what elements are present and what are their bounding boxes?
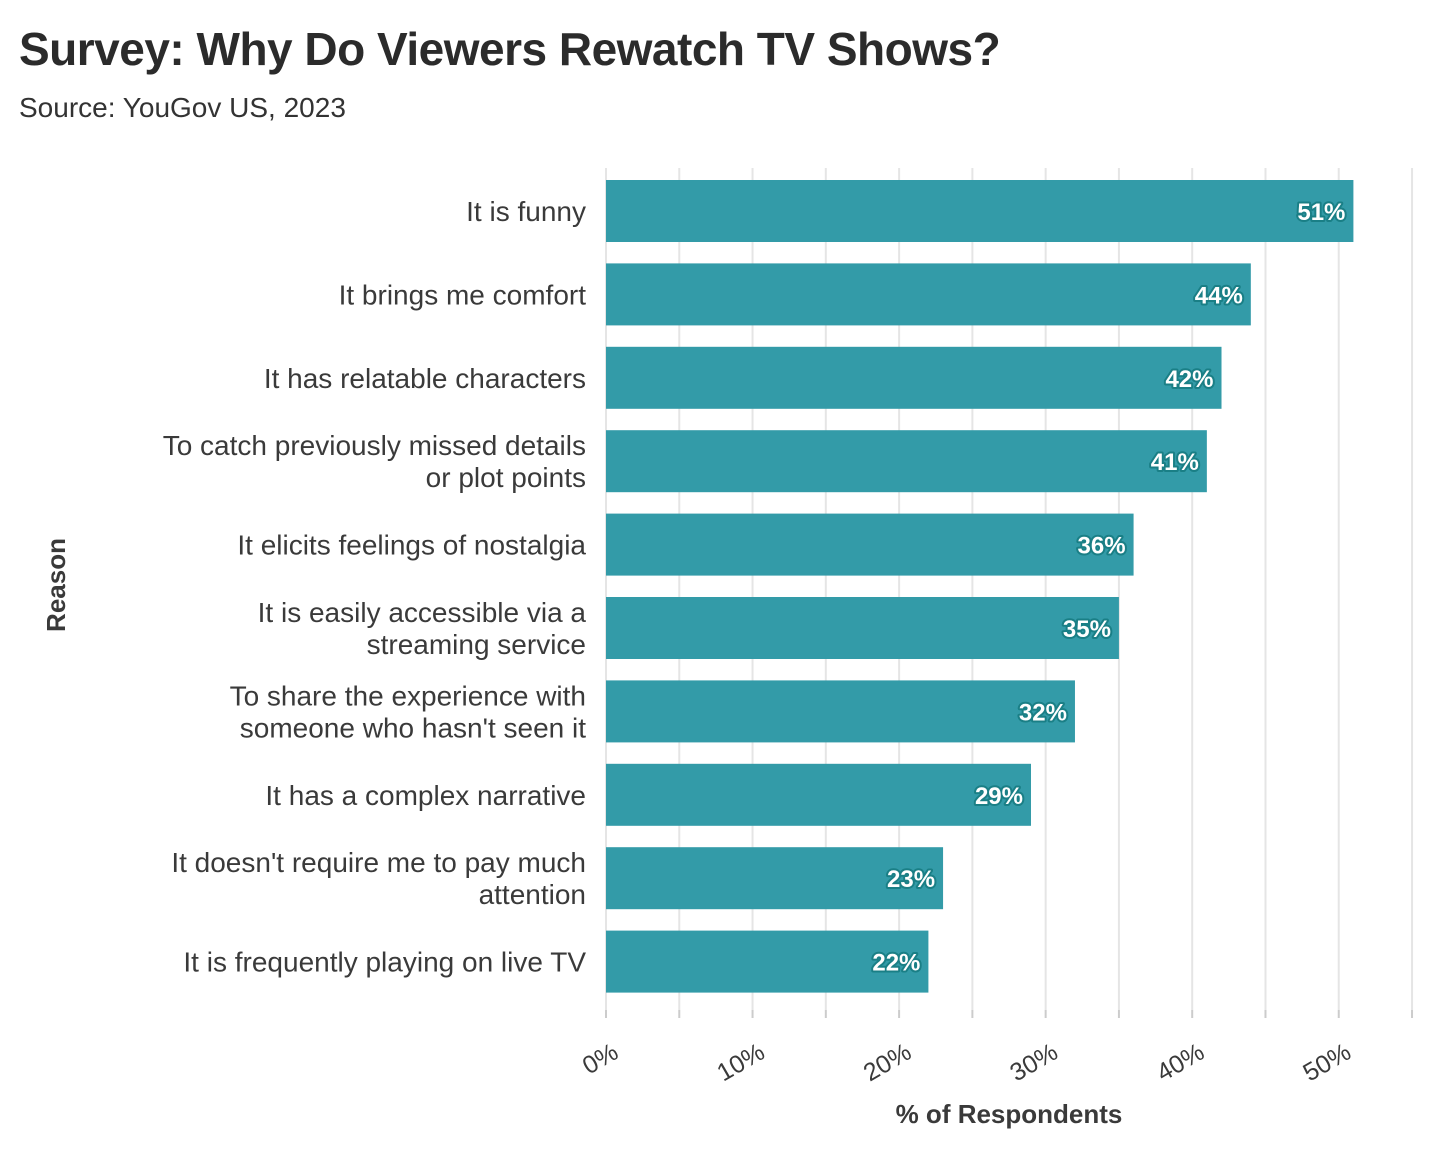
- bar: [606, 263, 1251, 326]
- category-label: To share the experience with someone who …: [230, 680, 587, 743]
- value-label: 44%: [1195, 282, 1243, 309]
- category-label: It has a complex narrative: [265, 780, 586, 811]
- category-label: It is easily accessible via a streaming s…: [258, 597, 587, 660]
- category-label: It is funny: [466, 196, 586, 227]
- category-label: It brings me comfort: [339, 279, 587, 310]
- category-labels: It is funny It brings me comfort It has re…: [163, 196, 587, 978]
- x-tick-label: 10%: [712, 1038, 769, 1087]
- value-label: 23%: [887, 866, 935, 893]
- bar: [606, 180, 1354, 242]
- x-tick-label: 50%: [1298, 1038, 1355, 1087]
- category-label: To catch previously missed details or plo…: [163, 430, 586, 493]
- value-label: 42%: [1165, 366, 1213, 393]
- x-axis-ticks: 0% 10% 20% 30% 40% 50%: [578, 1010, 1414, 1087]
- bars: [606, 180, 1354, 993]
- category-label: It has relatable characters: [264, 363, 586, 394]
- value-label: 35%: [1063, 616, 1111, 643]
- bar: [606, 430, 1207, 493]
- bar: [606, 513, 1134, 576]
- x-axis-title: % of Respondents: [896, 1099, 1123, 1129]
- bar: [606, 680, 1075, 743]
- chart-title: Survey: Why Do Viewers Rewatch TV Shows?: [19, 23, 1001, 75]
- category-label: It elicits feelings of nostalgia: [237, 530, 586, 561]
- value-label: 36%: [1078, 533, 1126, 560]
- bar: [606, 346, 1222, 409]
- category-label: It doesn't require me to pay much attenti…: [171, 847, 586, 910]
- chart-subtitle: Source: YouGov US, 2023: [19, 92, 346, 123]
- x-tick-label: 40%: [1152, 1038, 1209, 1087]
- bar: [606, 930, 929, 993]
- value-label: 22%: [872, 950, 920, 977]
- value-labels: 51% 44% 42% 41% 36% 35% 32% 29% 23% 22%: [870, 197, 1347, 979]
- value-label: 29%: [975, 783, 1023, 810]
- bar: [606, 597, 1119, 659]
- category-label: It is frequently playing on live TV: [183, 947, 586, 978]
- y-axis-title: Reason: [41, 538, 71, 632]
- bar: [606, 847, 944, 910]
- x-tick-label: 20%: [859, 1038, 916, 1087]
- value-label: 41%: [1151, 449, 1199, 476]
- x-tick-label: 30%: [1005, 1038, 1062, 1087]
- value-label: 51%: [1297, 199, 1345, 226]
- bar: [606, 763, 1031, 826]
- x-tick-label: 0%: [578, 1038, 623, 1080]
- value-label: 32%: [1019, 699, 1067, 726]
